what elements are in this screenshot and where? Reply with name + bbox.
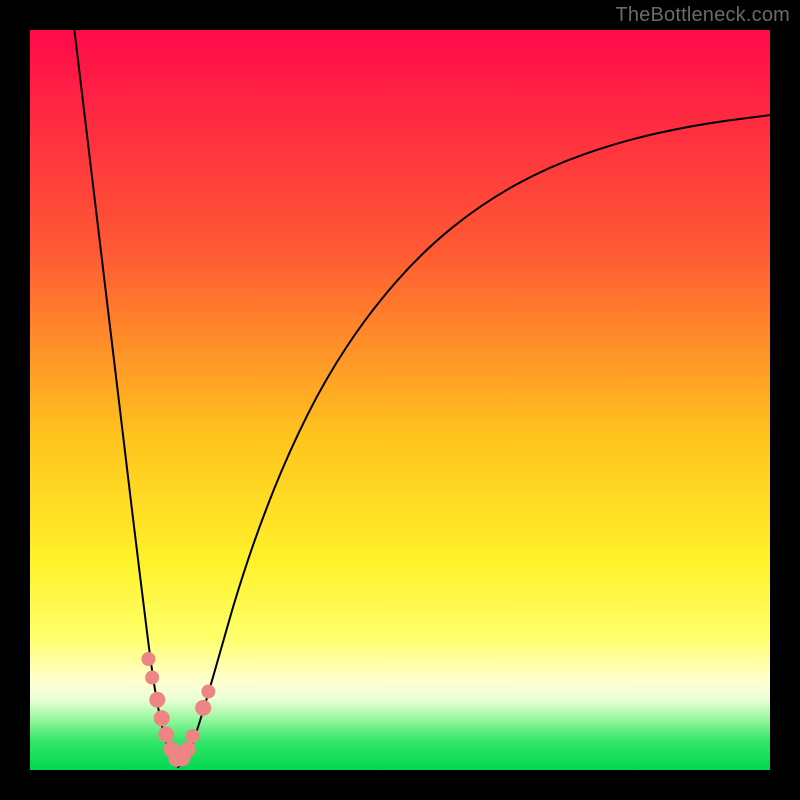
marker-dot xyxy=(149,692,165,708)
marker-dot xyxy=(141,652,155,666)
watermark-text: TheBottleneck.com xyxy=(615,4,790,27)
marker-dot xyxy=(186,729,200,743)
marker-dot xyxy=(201,685,215,699)
plot-background xyxy=(30,30,770,770)
chart-svg xyxy=(0,0,800,800)
marker-dot xyxy=(154,710,170,726)
marker-dot xyxy=(158,726,174,742)
chart-stage: TheBottleneck.com xyxy=(0,0,800,800)
marker-dot xyxy=(180,741,196,757)
marker-dot xyxy=(145,671,159,685)
marker-dot xyxy=(195,700,211,716)
